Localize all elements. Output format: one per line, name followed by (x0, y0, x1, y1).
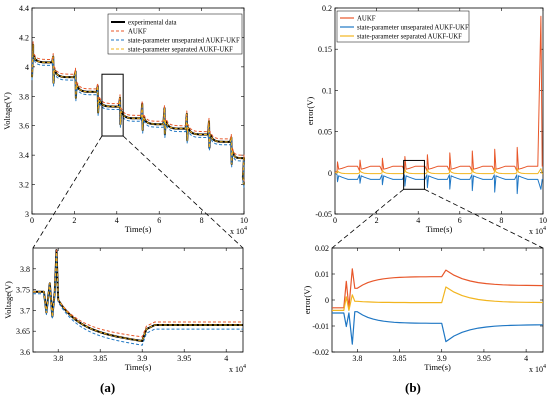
series-line-1 (33, 249, 243, 338)
x-axis-label: Time(s) (125, 224, 152, 234)
x-tick-label: 4 (224, 354, 228, 363)
plot-frame (331, 247, 544, 353)
y-tick-label: 3 (25, 210, 29, 219)
x-tick-label: 6 (458, 216, 462, 225)
legend: experimental data AUKF state-parameter uns… (107, 13, 243, 55)
x-tick-label: 3.85 (393, 354, 407, 363)
x-axis-label: Time(s) (125, 362, 152, 372)
series-line-1 (334, 172, 543, 195)
x-tick-label: 3.8 (352, 354, 362, 363)
y-tick-label: 3.7 (20, 306, 30, 315)
y-axis-label: Voltage(V) (2, 92, 12, 130)
connector-line (122, 135, 244, 249)
x-exponent-label: x 104 (230, 226, 247, 236)
y-tick-label: 0.01 (315, 270, 329, 279)
x-tick-label: 10 (240, 216, 248, 225)
series-line-2 (33, 255, 243, 346)
legend-frame (107, 13, 243, 55)
voltage-zoom-chart: 3.8 3.85 3.9 3.95 4 3.6 3.65 3.7 3.75 3.8 Time(s) V… (3, 247, 246, 374)
y-tick-label: 3.2 (19, 181, 29, 190)
x-tick-label: 4 (524, 354, 528, 363)
series-line-2 (332, 286, 544, 311)
y-tick-label: 0.05 (318, 128, 332, 137)
legend-entry: state-parameter unseparated AUKF-UKF (357, 25, 469, 32)
x-tick-label: 8 (200, 216, 204, 225)
y-tick-label: 0.15 (318, 45, 332, 54)
x-tick-label: 6 (157, 216, 161, 225)
series-line-0 (334, 15, 543, 174)
connector-line (32, 135, 103, 249)
x-tick-label: 3.95 (177, 354, 191, 363)
connector-line (424, 188, 544, 249)
y-tick-label: -0.05 (315, 210, 332, 219)
y-tick-label: 0 (328, 169, 332, 178)
panel-label-a: (a) (100, 380, 116, 395)
y-axis-label: error(V) (305, 97, 315, 125)
voltage-main-chart: 0 2 4 6 8 10 3 3.2 3.4 3.6 3.8 4 4.2 4.4 Time(s) Voltag… (2, 4, 248, 236)
y-tick-label: 0.1 (322, 86, 332, 95)
error-main-chart: 0 2 4 6 8 10-0.0500.050.10.150.2Time(s)error(… (305, 4, 547, 236)
series-line-3 (31, 44, 245, 185)
zoom-connectors (32, 135, 544, 249)
error-zoom-chart: 3.8 3.85 3.9 3.95 4 -0.02 -0.01 0 0.01 0.02 Time(s… (302, 244, 546, 374)
x-tick-label: 4 (115, 216, 119, 225)
legend: AUKF state-parameter unseparated AUKF-UKF… (336, 10, 470, 43)
x-tick-label: 8 (499, 216, 503, 225)
y-tick-label: -0.01 (312, 322, 329, 331)
x-exponent-label: x 104 (229, 364, 246, 374)
legend-entry: experimental data (128, 20, 177, 27)
x-tick-label: 4 (416, 216, 420, 225)
x-tick-label: 3.95 (477, 354, 491, 363)
plot-frame (32, 247, 244, 353)
x-tick-label: 10 (539, 216, 547, 225)
y-tick-label: -0.02 (312, 348, 329, 357)
y-tick-label: 3.75 (16, 286, 30, 295)
panel-label-b: (b) (405, 380, 421, 395)
x-axis-label: Time(s) (424, 362, 451, 372)
y-tick-label: 0.2 (322, 4, 332, 13)
y-tick-label: 3.8 (19, 92, 29, 101)
series-line-2 (334, 167, 543, 175)
y-tick-label: 4.4 (19, 4, 29, 13)
x-tick-label: 3.8 (53, 354, 63, 363)
legend-entry: state-parameter unseparated AUKF-UKF (128, 38, 240, 45)
series-line-3 (33, 251, 243, 342)
x-exponent-label: x 104 (529, 364, 546, 374)
x-tick-label: 3.9 (137, 354, 147, 363)
y-tick-label: 3.4 (19, 151, 29, 160)
y-axis-label: error(V) (302, 286, 312, 314)
y-tick-label: 3.6 (19, 122, 29, 131)
zoom-box (101, 73, 124, 137)
y-tick-label: 4.2 (19, 33, 29, 42)
y-tick-label: 3.6 (20, 348, 30, 357)
y-tick-label: 3.65 (16, 327, 30, 336)
y-tick-label: 3.8 (20, 265, 30, 274)
legend-entry: AUKF (128, 29, 147, 36)
x-exponent-label: x 104 (529, 226, 546, 236)
x-tick-label: 2 (72, 216, 76, 225)
legend-entry: state-parameter separated AUKF-UKF (357, 34, 462, 41)
y-tick-label: 0.02 (315, 244, 329, 253)
series-line-0 (332, 268, 544, 309)
legend-frame (336, 10, 470, 43)
x-tick-label: 0 (333, 216, 337, 225)
y-tick-label: 4 (25, 63, 29, 72)
legend-entry: state-parameter separated AUKF-UKF (128, 47, 233, 54)
x-tick-label: 0 (30, 216, 34, 225)
series-line-1 (332, 311, 544, 345)
x-tick-label: 2 (375, 216, 379, 225)
legend-entry: AUKF (357, 16, 376, 23)
x-tick-label: 3.9 (437, 354, 447, 363)
y-axis-label: Voltage(V) (3, 281, 13, 319)
y-tick-label: 0 (325, 296, 329, 305)
zoom-box (403, 159, 425, 190)
x-tick-label: 3.85 (93, 354, 107, 363)
x-axis-label: Time(s) (426, 224, 453, 234)
